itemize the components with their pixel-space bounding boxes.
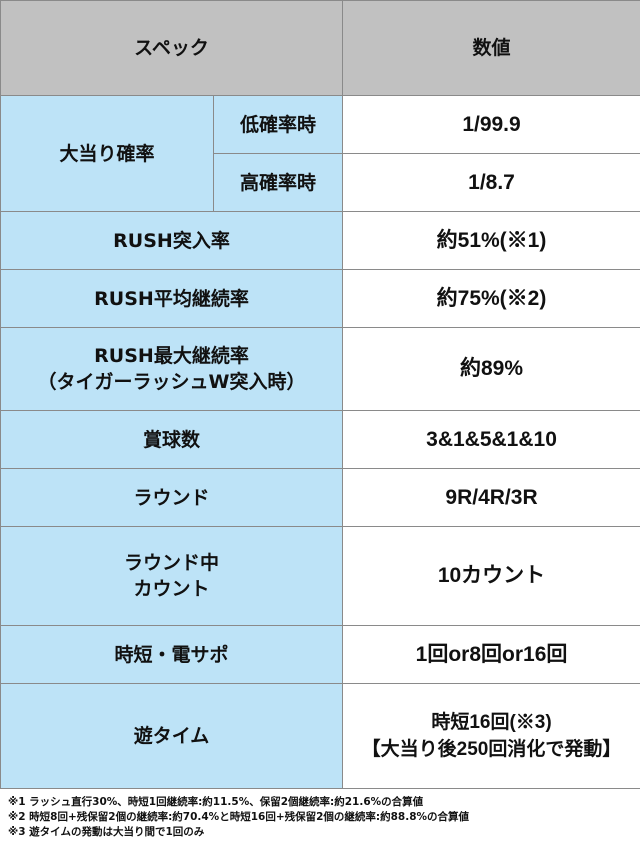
value-yutime: 時短16回(※3) 【大当り後250回消化で発動】 [342,683,640,789]
label-jitan: 時短・電サポ [0,625,344,684]
label-low-prob: 低確率時 [212,95,344,154]
label-line1: RUSH最大継続率 [94,345,249,367]
footnote-1: ※1 ラッシュ直行30%、時短1回継続率:約11.5%、保留2個継続率:約21.… [8,796,424,808]
value-rush-entry: 約51%(※1) [342,211,640,270]
label-high-prob: 高確率時 [212,153,344,212]
label-rush-entry: RUSH突入率 [0,211,344,270]
header-value: 数値 [342,0,640,96]
header-spec: スペック [0,0,344,96]
footnotes: ※1 ラッシュ直行30%、時短1回継続率:約11.5%、保留2個継続率:約21.… [0,789,640,840]
label-rush-max: RUSH最大継続率 （タイガーラッシュW突入時） [0,327,344,411]
value-low-prob: 1/99.9 [342,95,640,154]
label-payout: 賞球数 [0,410,344,469]
label-line2: （タイガーラッシュW突入時） [37,371,306,393]
spec-table: スペック 数値 大当り確率 低確率時 1/99.9 高確率時 1/8.7 RUS… [0,0,640,789]
value-jitan: 1回or8回or16回 [342,625,640,684]
label-jackpot-probability: 大当り確率 [0,95,214,212]
value-round-count: 10カウント [342,526,640,626]
footnote-3: ※3 遊タイムの発動は大当り間で1回のみ [8,826,205,838]
value-rush-avg: 約75%(※2) [342,269,640,328]
label-line1: ラウンド中 [124,552,220,574]
value-rush-max: 約89% [342,327,640,411]
footnote-2: ※2 時短8回+残保留2個の継続率:約70.4%と時短16回+残保留2個の継続率… [8,811,470,823]
value-line2: 【大当り後250回消化で発動】 [361,739,622,760]
label-rush-avg: RUSH平均継続率 [0,269,344,328]
label-line2: カウント [133,578,210,600]
value-high-prob: 1/8.7 [342,153,640,212]
value-line1: 時短16回(※3) [431,712,552,733]
label-round: ラウンド [0,468,344,527]
label-yutime: 遊タイム [0,683,344,789]
label-round-count: ラウンド中 カウント [0,526,344,626]
value-payout: 3&1&5&1&10 [342,410,640,469]
value-round: 9R/4R/3R [342,468,640,527]
